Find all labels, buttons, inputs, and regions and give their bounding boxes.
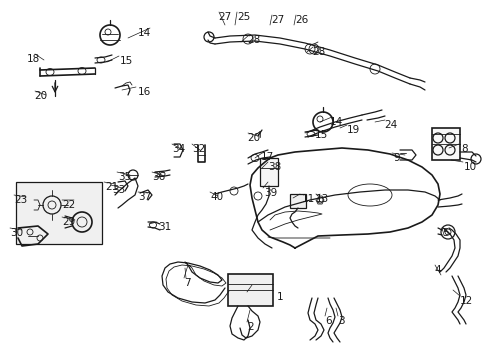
Text: 37: 37 bbox=[138, 192, 151, 202]
Text: 29: 29 bbox=[62, 217, 75, 227]
Text: 4: 4 bbox=[433, 265, 440, 275]
Text: 24: 24 bbox=[383, 120, 396, 130]
Text: 35: 35 bbox=[118, 172, 131, 182]
Text: 18: 18 bbox=[27, 54, 40, 64]
Bar bbox=[431, 128, 459, 160]
Text: 36: 36 bbox=[152, 172, 165, 182]
Text: 25: 25 bbox=[237, 12, 250, 22]
Text: 26: 26 bbox=[294, 15, 307, 25]
Text: 10: 10 bbox=[463, 162, 476, 172]
Text: 20: 20 bbox=[34, 91, 47, 101]
Text: 1: 1 bbox=[276, 292, 283, 302]
Text: 13: 13 bbox=[315, 194, 328, 204]
Bar bbox=[227, 274, 272, 306]
Text: 31: 31 bbox=[158, 222, 171, 232]
Text: 38: 38 bbox=[267, 162, 281, 172]
Text: 6: 6 bbox=[325, 316, 331, 326]
Text: 12: 12 bbox=[459, 296, 472, 306]
Text: 33: 33 bbox=[112, 185, 125, 195]
Text: 19: 19 bbox=[346, 125, 360, 135]
Text: 15: 15 bbox=[120, 56, 133, 66]
Text: 40: 40 bbox=[209, 192, 223, 202]
Text: 8: 8 bbox=[460, 144, 467, 154]
Bar bbox=[260, 158, 278, 186]
Bar bbox=[16, 182, 102, 244]
Text: 14: 14 bbox=[138, 28, 151, 38]
Text: 27: 27 bbox=[270, 15, 284, 25]
Text: 39: 39 bbox=[264, 188, 277, 198]
Text: 23: 23 bbox=[14, 195, 27, 205]
Text: 9: 9 bbox=[392, 153, 399, 163]
Text: 21: 21 bbox=[105, 182, 118, 192]
Text: 2: 2 bbox=[246, 322, 253, 332]
Text: 14: 14 bbox=[329, 117, 343, 127]
Text: 16: 16 bbox=[138, 87, 151, 97]
Text: 22: 22 bbox=[62, 200, 75, 210]
Bar bbox=[289, 194, 305, 208]
Text: 5: 5 bbox=[441, 228, 447, 238]
Text: 3: 3 bbox=[337, 316, 344, 326]
Text: 7: 7 bbox=[183, 278, 190, 288]
Text: 34: 34 bbox=[172, 144, 185, 154]
Text: 11: 11 bbox=[302, 194, 315, 204]
Text: 17: 17 bbox=[261, 152, 274, 162]
Text: 32: 32 bbox=[192, 144, 205, 154]
Text: 28: 28 bbox=[246, 35, 260, 45]
Text: 27: 27 bbox=[218, 12, 231, 22]
Text: 28: 28 bbox=[311, 47, 325, 57]
Text: 30: 30 bbox=[10, 228, 23, 238]
Text: 20: 20 bbox=[246, 133, 260, 143]
Text: 15: 15 bbox=[314, 130, 327, 140]
